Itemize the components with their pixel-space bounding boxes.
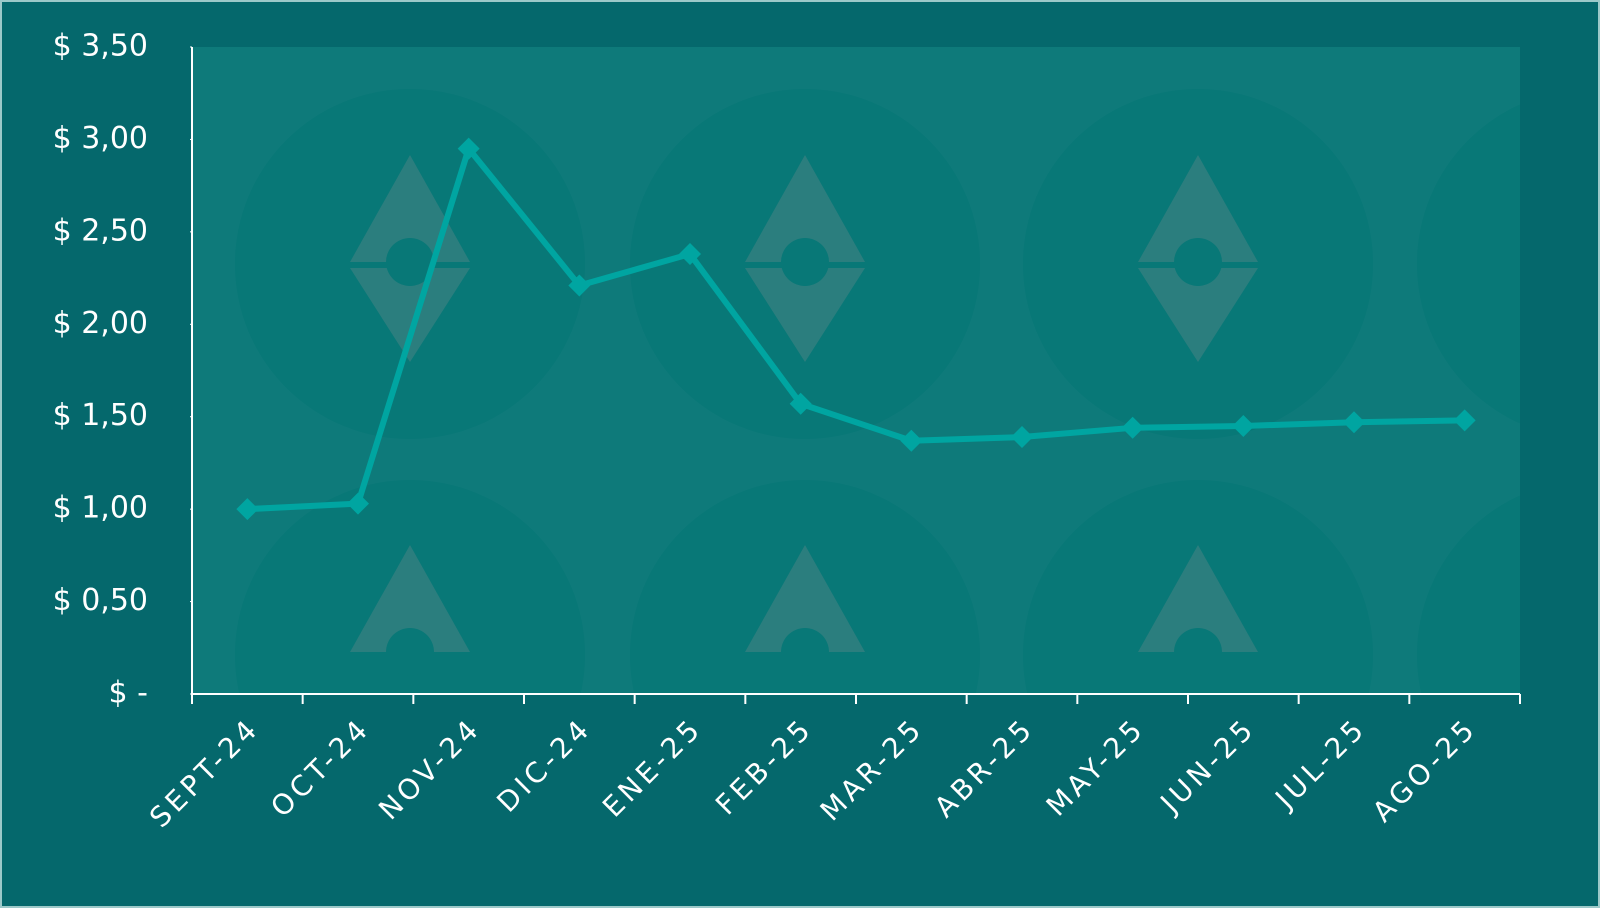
y-tick-label: $ 3,50 [53,29,148,64]
data-point [568,274,591,297]
y-tick-label: $ - [109,676,148,711]
data-point [900,429,923,452]
line-series [247,145,1465,513]
data-point [236,498,259,521]
y-tick-label: $ 1,00 [53,491,148,526]
data-point [1121,416,1144,439]
y-tick-label: $ 0,50 [53,583,148,618]
y-tick-label: $ 1,50 [53,398,148,433]
data-point [1453,409,1476,432]
data-point [457,137,480,160]
watermark [235,89,1520,694]
data-point [1011,426,1033,449]
data-point [1232,414,1255,437]
y-tick-label: $ 3,00 [53,121,148,156]
y-tick-label: $ 2,50 [53,213,148,248]
data-point [789,392,812,415]
y-tick-label: $ 2,00 [53,306,148,341]
data-point [347,492,369,515]
data-point [1343,411,1365,434]
data-point [679,243,701,266]
